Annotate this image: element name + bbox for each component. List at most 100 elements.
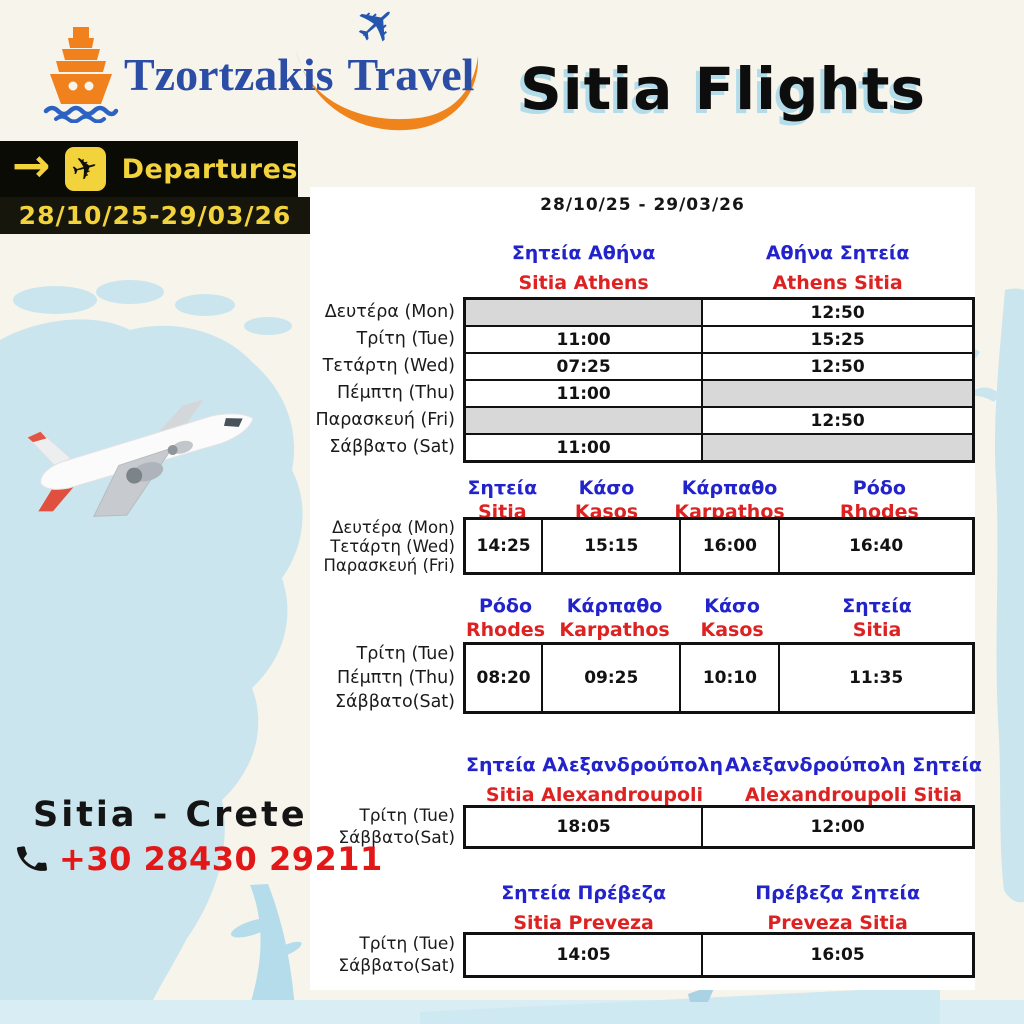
- route-name-greek: Κάσο: [704, 595, 760, 617]
- departures-board-top: → ✈ Departures: [0, 141, 298, 197]
- time-cell: 11:35: [780, 645, 972, 711]
- day-labels: Τρίτη (Tue) Πέμπτη (Thu) Σάββατο(Sat): [310, 642, 457, 714]
- day-label: Τρίτη (Tue): [359, 934, 455, 954]
- route-header: Σητεία Πρέβεζα Sitia Preveza: [466, 881, 701, 935]
- cruise-ship-icon: [43, 27, 119, 123]
- day-labels: Τρίτη (Tue) Σάββατο(Sat): [310, 932, 457, 978]
- time-cell: 15:25: [703, 327, 972, 352]
- day-label: Σάββατο(Sat): [338, 956, 455, 976]
- day-label: Δευτέρα (Mon): [324, 302, 455, 322]
- departures-plane-icon: ✈: [67, 147, 103, 190]
- departures-label: Departures: [121, 153, 298, 185]
- route-header: Ρόδο Rhodes: [466, 594, 545, 642]
- no-flight-cell: [703, 381, 972, 406]
- schedule-panel: 28/10/25 - 29/03/26 Σητεία Αθήνα Sitia At…: [310, 187, 982, 990]
- times-table: 08:20 09:25 10:10 11:35: [463, 642, 975, 714]
- route-name-english: Sitia Preveza: [513, 912, 654, 934]
- time-cell: 10:10: [681, 645, 779, 711]
- route-name-english: Karpathos: [559, 619, 670, 641]
- route-name-english: Sitia Athens: [518, 272, 649, 294]
- route-name-english: Preveza Sitia: [767, 912, 908, 934]
- day-label: Σάββατο(Sat): [334, 692, 455, 712]
- route-name-english: Alexandroupoli Sitia: [744, 784, 963, 806]
- route-name-greek: Κάρπαθο: [566, 595, 663, 617]
- time-cell: 16:40: [780, 520, 972, 572]
- route-header: Σητεία Αθήνα Sitia Athens: [466, 241, 701, 295]
- route-headers: Σητεία Αθήνα Sitia Athens Αθήνα Σητεία Athe…: [463, 241, 975, 295]
- route-headers: Σητεία Αλεξανδρούπολη Sitia Alexandroupol…: [463, 753, 982, 807]
- route-header: Σητεία Αλεξανδρούπολη Sitia Alexandroupol…: [466, 753, 723, 807]
- time-cell: 07:25: [466, 354, 702, 379]
- departures-plane-chip: ✈: [64, 147, 106, 191]
- times-table: 14:25 15:15 16:00 16:40: [463, 517, 975, 575]
- route-header: Κάρπαθο Karpathos: [547, 594, 682, 642]
- route-header: Σητεία Sitia: [782, 594, 972, 642]
- day-label: Σάββατο (Sat): [329, 437, 455, 457]
- time-cell: 15:15: [543, 520, 680, 572]
- times-table: 12:50 11:00 15:25 07:25 12:50 11:00 12:50 11:00: [463, 297, 975, 463]
- no-flight-cell: [466, 408, 702, 433]
- route-name-greek: Σητεία Πρέβεζα: [501, 882, 666, 904]
- times-table: 14:05 16:05: [463, 932, 975, 978]
- time-cell: 14:05: [466, 935, 702, 975]
- arrow-right-icon: →: [12, 137, 51, 192]
- route-name-greek: Κάσο: [578, 477, 635, 499]
- time-cell: 16:00: [681, 520, 779, 572]
- day-label: Πέμπτη (Thu): [336, 383, 455, 403]
- time-cell: 12:50: [703, 300, 972, 325]
- no-flight-cell: [466, 300, 702, 325]
- time-cell: 08:20: [466, 645, 542, 711]
- logo-swoosh: [296, 50, 479, 131]
- time-cell: 16:05: [703, 935, 972, 975]
- day-label: Παρασκευή (Fri): [323, 555, 455, 575]
- time-cell: 11:00: [466, 435, 702, 460]
- day-label: Τετάρτη (Wed): [330, 536, 455, 556]
- route-headers: Ρόδο Rhodes Κάρπαθο Karpathos Κάσο Kasos Σητεί…: [463, 594, 975, 642]
- route-name-greek: Πρέβεζα Σητεία: [755, 882, 920, 904]
- route-name-greek: Ρόδο: [852, 477, 906, 499]
- time-cell: 12:50: [703, 408, 972, 433]
- day-label: Τρίτη (Tue): [356, 644, 455, 664]
- time-cell: 11:00: [466, 327, 702, 352]
- day-label: Παρασκευή (Fri): [315, 410, 456, 430]
- time-cell: 12:00: [703, 808, 972, 846]
- page-title: Sitia Flights: [520, 55, 927, 123]
- route-header: Κάσο Kasos: [684, 594, 780, 642]
- airplane-image: [28, 399, 254, 517]
- brand-first: Tzortzakis: [124, 49, 334, 100]
- time-cell: 09:25: [543, 645, 680, 711]
- time-cell: 12:50: [703, 354, 972, 379]
- route-name-english: Kasos: [700, 619, 764, 641]
- route-name-english: Rhodes: [466, 619, 546, 641]
- route-name-greek: Σητεία Αλεξανδρούπολη: [466, 754, 723, 776]
- route-name-greek: Αθήνα Σητεία: [765, 242, 910, 264]
- route-name-greek: Σητεία: [467, 477, 538, 499]
- phone-icon: [16, 846, 48, 871]
- route-header: Αλεξανδρούπολη Σητεία Alexandroupoli Siti…: [725, 753, 982, 807]
- day-labels: Δευτέρα (Mon) Τρίτη (Tue) Τετάρτη (Wed) Πέμ…: [310, 297, 457, 463]
- schedule-date-range: 28/10/25 - 29/03/26: [540, 195, 745, 215]
- departures-board: → ✈ Departures 28/10/25-29/03/26: [0, 141, 310, 234]
- route-name-greek: Ρόδο: [478, 595, 533, 617]
- brand-name: Tzortzakis Travel: [124, 48, 474, 101]
- time-cell: 11:00: [466, 381, 702, 406]
- location-label: Sitia - Crete: [33, 795, 308, 835]
- day-label: Τετάρτη (Wed): [322, 356, 455, 376]
- departures-dates: 28/10/25-29/03/26: [0, 197, 310, 234]
- day-label: Τρίτη (Tue): [359, 806, 455, 826]
- day-label: Τρίτη (Tue): [356, 329, 455, 349]
- route-header: Αθήνα Σητεία Athens Sitia: [703, 241, 972, 295]
- day-label: Δευτέρα (Mon): [332, 517, 455, 537]
- route-name-greek: Σητεία Αθήνα: [511, 242, 656, 264]
- no-flight-cell: [703, 435, 972, 460]
- route-name-greek: Σητεία: [842, 595, 912, 617]
- day-labels: Δευτέρα (Mon) Τετάρτη (Wed) Παρασκευή (Fri…: [310, 517, 457, 575]
- day-labels: Τρίτη (Tue) Σάββατο(Sat): [310, 805, 457, 849]
- route-name-english: Sitia Alexandroupoli: [485, 784, 704, 806]
- route-headers: Σητεία Πρέβεζα Sitia Preveza Πρέβεζα Σητεί…: [463, 881, 975, 935]
- route-name-greek: Κάρπαθο: [681, 477, 778, 499]
- times-table: 18:05 12:00: [463, 805, 975, 849]
- route-name-english: Athens Sitia: [772, 272, 903, 294]
- route-header: Πρέβεζα Σητεία Preveza Sitia: [703, 881, 972, 935]
